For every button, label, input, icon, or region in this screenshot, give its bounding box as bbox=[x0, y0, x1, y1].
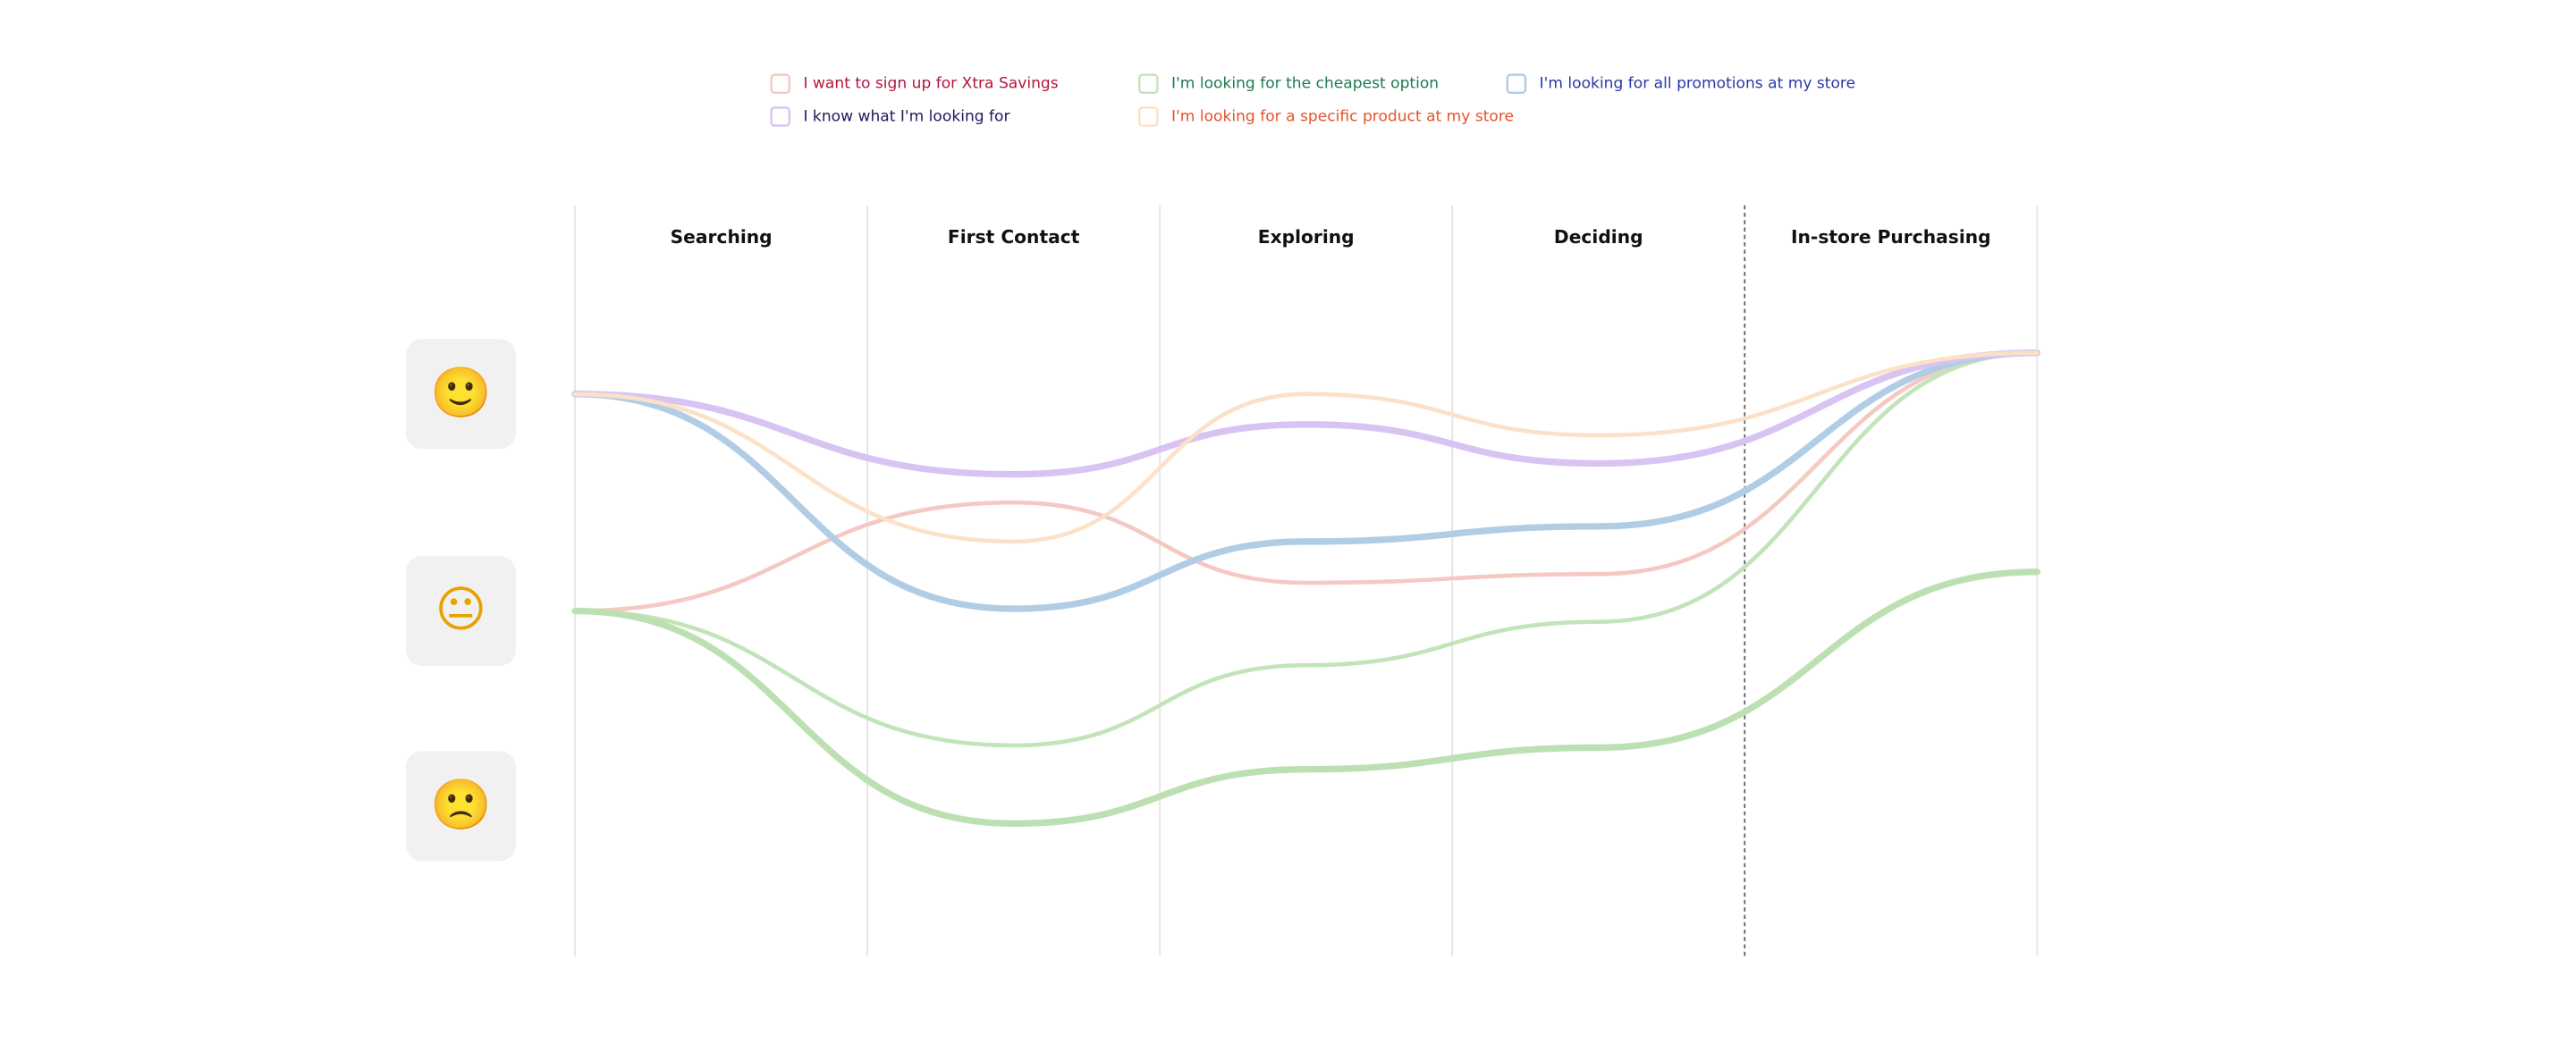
journey-line bbox=[572, 350, 2040, 613]
legend-checkbox[interactable] bbox=[1138, 106, 1159, 127]
y-tick-label: 😐 bbox=[435, 580, 486, 637]
journey-line bbox=[571, 568, 2041, 828]
stage-header-box: Deciding bbox=[1553, 225, 1643, 248]
legend-label: I'm looking for the cheapest option bbox=[1171, 75, 1439, 93]
legend-checkbox[interactable] bbox=[770, 106, 791, 127]
journey-line bbox=[571, 349, 2041, 478]
legend-checkbox[interactable] bbox=[1138, 73, 1159, 95]
stage-header: Deciding bbox=[1553, 225, 1643, 248]
emoji-box bbox=[405, 339, 516, 450]
journey-line bbox=[571, 349, 2041, 612]
legend-checkbox[interactable] bbox=[770, 73, 791, 95]
legend-checkbox[interactable] bbox=[1506, 73, 1527, 95]
emoji-box bbox=[405, 751, 516, 862]
stage-header: In-store Purchasing bbox=[1791, 225, 1991, 248]
legend-label: I want to sign up for Xtra Savings bbox=[803, 75, 1058, 93]
stage-header-box: Searching bbox=[670, 225, 773, 248]
journey-line bbox=[572, 350, 2040, 544]
y-tick-label: 🙂 bbox=[430, 364, 492, 421]
stage-header: First Contact bbox=[947, 225, 1080, 248]
stage-header: Searching bbox=[670, 225, 773, 248]
legend-label: I'm looking for all promotions at my sto… bbox=[1540, 75, 1855, 93]
stage-header-box: First Contact bbox=[947, 225, 1080, 248]
stage-header-box: In-store Purchasing bbox=[1791, 225, 1991, 248]
stage-header-box: Exploring bbox=[1257, 225, 1355, 248]
stage-header: Exploring bbox=[1257, 225, 1355, 248]
journey-line bbox=[572, 350, 2040, 748]
emoji-box bbox=[405, 555, 516, 667]
y-tick-label: 🙁 bbox=[430, 776, 492, 833]
legend-label: I'm looking for a specific product at my… bbox=[1171, 107, 1514, 125]
legend-label: I know what I'm looking for bbox=[803, 107, 1010, 125]
